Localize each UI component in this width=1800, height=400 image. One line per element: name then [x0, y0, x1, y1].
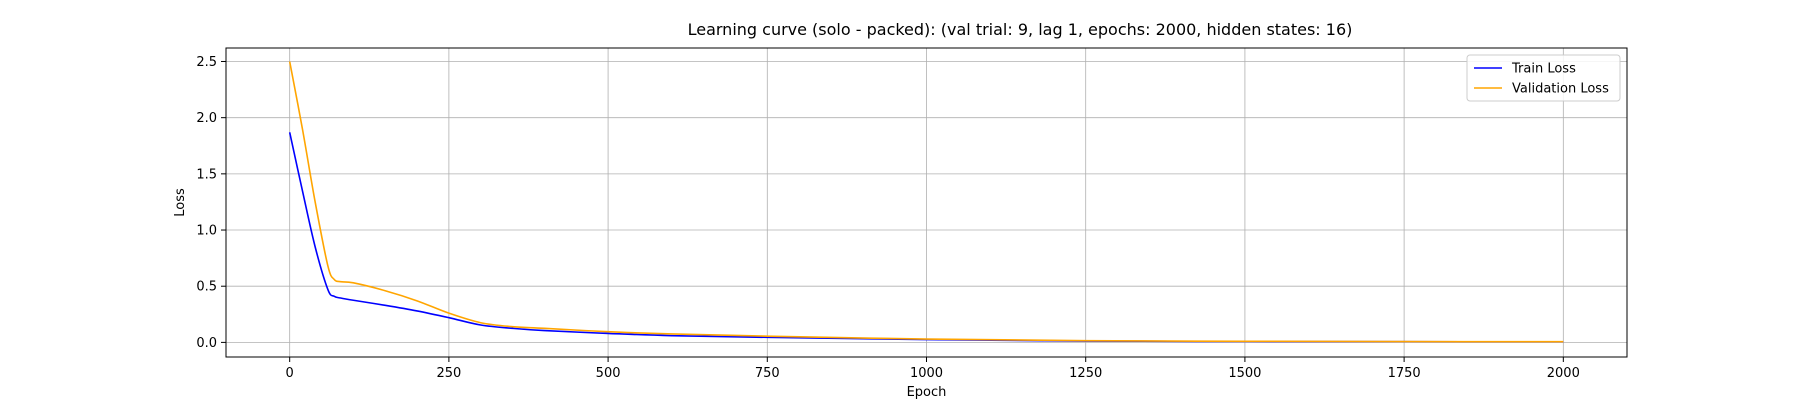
x-tick-label: 0: [286, 366, 294, 381]
axis-ticks: 0 250 500 750 1000 1250 1500 1750 2000 0.0 0.5 1.0 1…: [196, 55, 1580, 381]
x-tick-label: 1750: [1388, 366, 1421, 381]
x-tick-label: 250: [436, 366, 461, 381]
x-tick-label: 1500: [1228, 366, 1261, 381]
series-lines: [288, 61, 1564, 343]
y-tick-label: 1.5: [196, 167, 217, 182]
validation-loss-line: [288, 61, 1564, 343]
legend-entry-train-loss: Train Loss: [1511, 62, 1576, 77]
x-tick-label: 500: [596, 366, 621, 381]
x-tick-label: 1000: [910, 366, 943, 381]
x-axis-label: Epoch: [907, 385, 947, 400]
legend: Train Loss Validation Loss: [1466, 54, 1621, 102]
y-tick-label: 2.5: [196, 55, 217, 70]
y-tick-label: 1.0: [196, 224, 217, 239]
x-tick-label: 2000: [1547, 366, 1580, 381]
x-tick-label: 750: [755, 366, 780, 381]
chart-title: Learning curve (solo - packed): (val tri…: [688, 20, 1353, 39]
y-tick-label: 2.0: [196, 111, 217, 126]
legend-box: [1466, 54, 1621, 102]
y-tick-label: 0.5: [196, 280, 217, 295]
legend-entry-validation-loss: Validation Loss: [1512, 82, 1609, 97]
x-tick-label: 1250: [1069, 366, 1102, 381]
y-axis-label: Loss: [173, 188, 188, 217]
y-tick-label: 0.0: [196, 336, 217, 351]
